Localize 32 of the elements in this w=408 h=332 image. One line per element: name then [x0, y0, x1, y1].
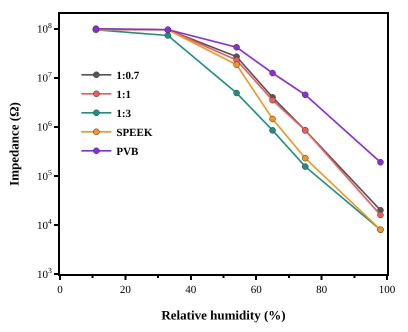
x-tick-label: 100 [378, 284, 396, 296]
point [377, 212, 384, 218]
legend-label: 1:3 [116, 108, 132, 120]
legend-label: SPEEK [116, 127, 153, 140]
point [233, 61, 240, 68]
point [233, 90, 240, 96]
x-tick-label: 60 [250, 284, 262, 296]
point [269, 127, 276, 134]
x-tick-label: 20 [120, 284, 132, 296]
point [302, 163, 308, 170]
point [164, 32, 172, 39]
point [269, 116, 276, 122]
y-tick-label: 10$^{4}$ [36, 217, 52, 232]
point [377, 158, 384, 166]
legend-label: 1:1 [116, 89, 132, 102]
y-tick-label: 10$^{3}$ [36, 266, 52, 281]
x-tick-label: 40 [185, 284, 197, 296]
point [233, 44, 240, 50]
legend-label: 1:0.7 [116, 70, 140, 82]
point [269, 96, 276, 104]
y-tick-label: 10$^{8}$ [36, 20, 52, 36]
y-tick-label: 10$^{5}$ [36, 168, 52, 183]
point [269, 70, 276, 76]
x-tick-label: 0 [57, 284, 64, 296]
y-tick-label: 10$^{6}$ [36, 119, 52, 134]
y-tick-label: 10$^{7}$ [36, 70, 52, 85]
x-axis-title: Relative humidity (%) [161, 307, 286, 322]
point [302, 154, 308, 162]
legend-label: PVB [116, 146, 140, 158]
y-axis-title: Impedance (Ω) [6, 102, 22, 186]
x-tick-label: 80 [316, 284, 328, 296]
point [302, 92, 308, 98]
